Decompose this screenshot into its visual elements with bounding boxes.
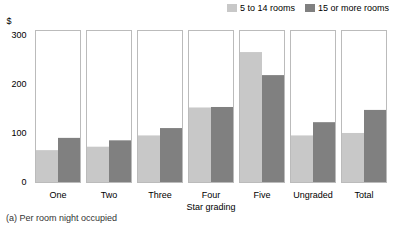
- html-text:5 to 14 rooms: 5 to 14 rooms: [239, 2, 295, 13]
- svg-text:Ungraded: Ungraded: [293, 190, 333, 200]
- svg-text:One: One: [49, 190, 66, 200]
- svg-text:Five: Five: [253, 190, 270, 200]
- svg-text:0: 0: [21, 177, 26, 187]
- svg-text:Star grading: Star grading: [186, 202, 235, 212]
- svg-text:Two: Two: [101, 190, 118, 200]
- html-text:(a) Per room night occupied: (a) Per room night occupied: [6, 213, 118, 223]
- svg-text:Three: Three: [148, 190, 172, 200]
- svg-text:Four: Four: [202, 190, 221, 200]
- html-text:15 or more rooms: 15 or more rooms: [318, 2, 389, 13]
- svg-text:300: 300: [11, 30, 26, 40]
- svg-text:100: 100: [11, 128, 26, 138]
- svg-text:200: 200: [11, 79, 26, 89]
- svg-text:$: $: [7, 16, 12, 26]
- svg-text:Total: Total: [354, 190, 373, 200]
